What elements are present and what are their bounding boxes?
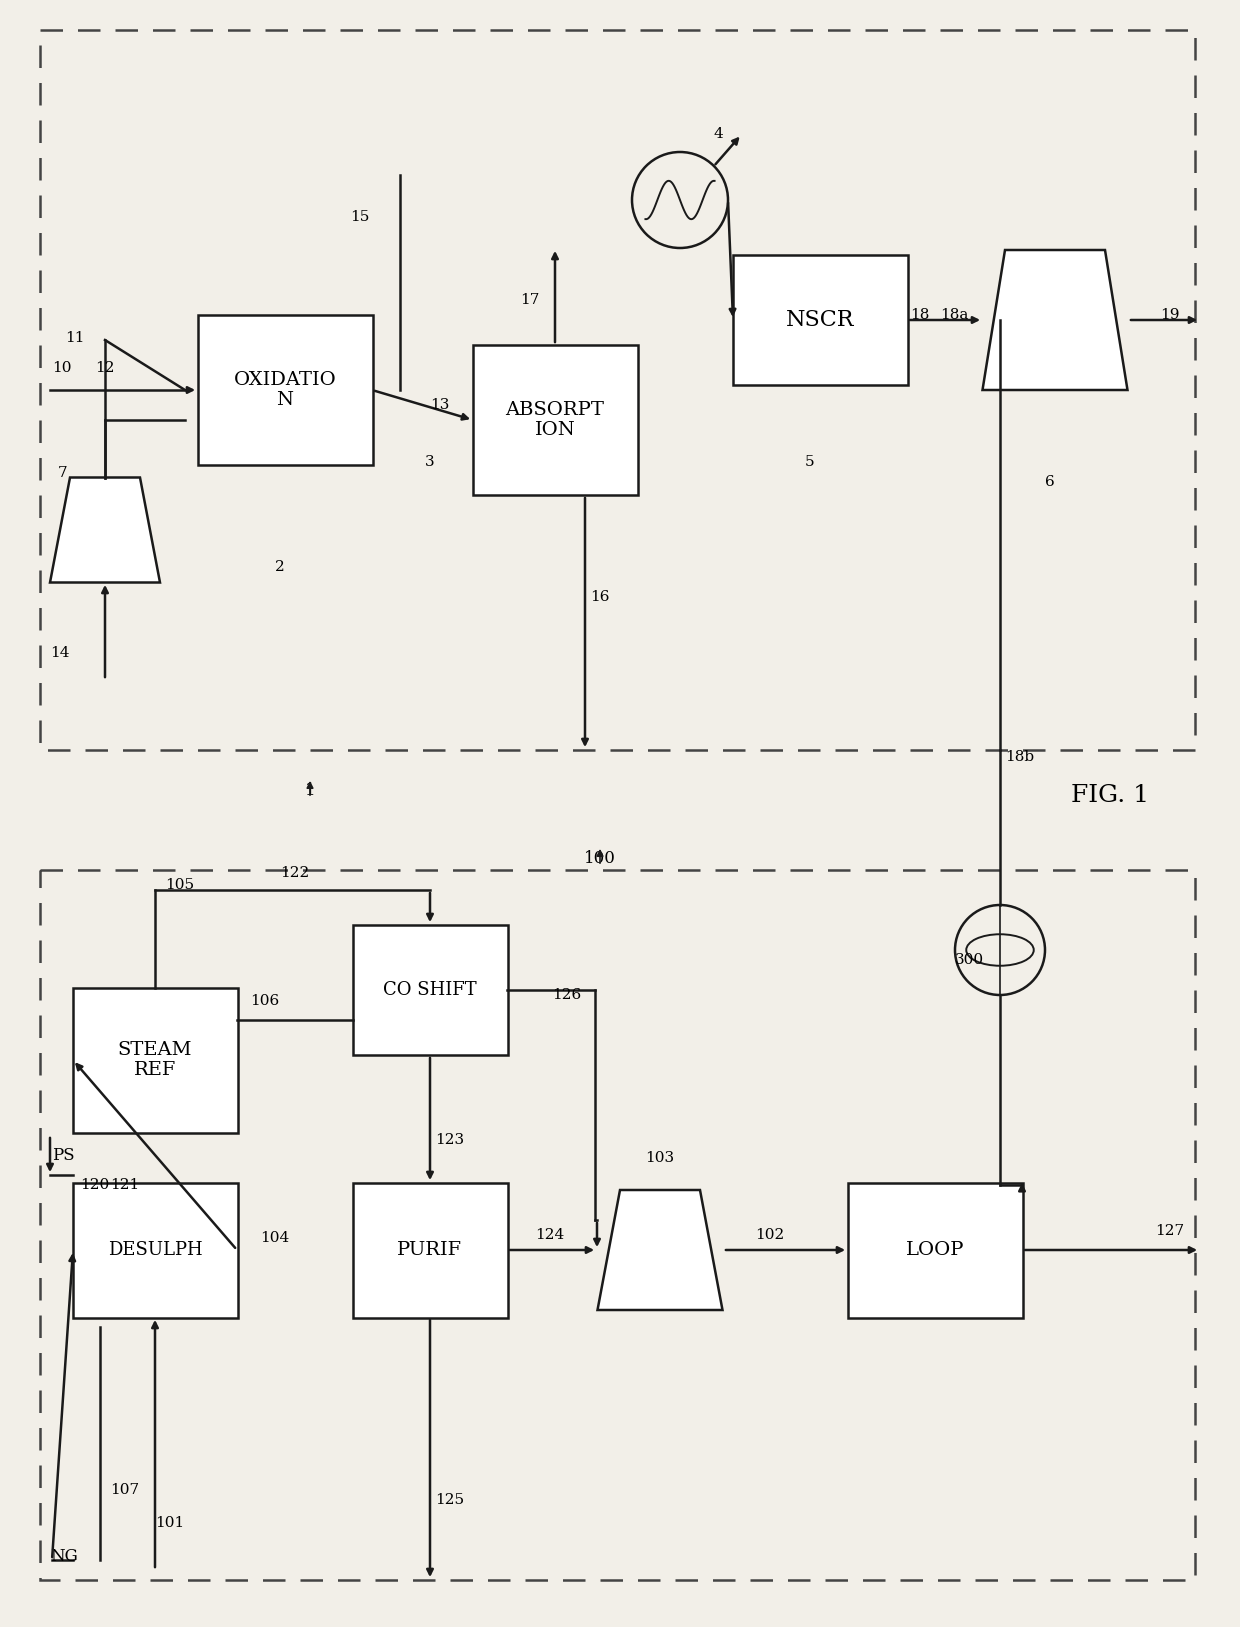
Bar: [847, 1183, 1023, 1318]
Text: FIG. 1: FIG. 1: [1071, 784, 1149, 807]
Text: NG: NG: [50, 1547, 78, 1565]
Text: 11: 11: [64, 330, 84, 345]
Text: 102: 102: [755, 1228, 784, 1241]
Text: 6: 6: [1045, 475, 1055, 490]
Bar: [72, 1183, 238, 1318]
Text: 13: 13: [430, 399, 449, 412]
Text: 105: 105: [165, 879, 195, 892]
Text: 2: 2: [275, 560, 285, 574]
Text: 123: 123: [435, 1132, 464, 1147]
Text: PURIF: PURIF: [398, 1241, 463, 1259]
Text: 126: 126: [552, 988, 582, 1002]
Text: STEAM
REF: STEAM REF: [118, 1041, 192, 1079]
Text: 120: 120: [81, 1178, 109, 1193]
Bar: [72, 988, 238, 1132]
Text: 15: 15: [351, 210, 370, 225]
Text: 19: 19: [1159, 308, 1179, 322]
Text: 12: 12: [95, 361, 114, 374]
Text: OXIDATIO
N: OXIDATIO N: [233, 371, 336, 410]
Text: 121: 121: [110, 1178, 139, 1193]
Polygon shape: [598, 1189, 723, 1310]
Text: 101: 101: [155, 1516, 185, 1529]
Polygon shape: [50, 477, 160, 582]
Text: PS: PS: [52, 1147, 74, 1163]
Text: 14: 14: [50, 646, 69, 661]
Bar: [197, 316, 372, 465]
Text: 5: 5: [805, 456, 815, 469]
Text: 124: 124: [534, 1228, 564, 1241]
Text: 300: 300: [955, 953, 985, 966]
Text: 7: 7: [58, 465, 68, 480]
Text: NSCR: NSCR: [786, 309, 854, 330]
Bar: [352, 1183, 507, 1318]
Text: 106: 106: [250, 994, 279, 1009]
Bar: [40, 870, 1195, 1580]
Text: 1: 1: [305, 781, 315, 799]
Text: 107: 107: [110, 1482, 139, 1497]
Text: 17: 17: [520, 293, 539, 308]
Text: 16: 16: [590, 591, 610, 604]
Text: 18a: 18a: [940, 308, 968, 322]
Text: 103: 103: [645, 1150, 675, 1165]
Text: DESULPH: DESULPH: [108, 1241, 202, 1259]
Text: 100: 100: [584, 849, 616, 867]
Bar: [472, 345, 637, 495]
Bar: [40, 29, 1195, 750]
Text: 4: 4: [714, 127, 724, 142]
Bar: [733, 255, 908, 386]
Text: 125: 125: [435, 1494, 464, 1507]
Text: LOOP: LOOP: [905, 1241, 965, 1259]
Bar: [352, 926, 507, 1054]
Text: 122: 122: [280, 866, 309, 880]
Polygon shape: [982, 251, 1127, 390]
Text: 104: 104: [260, 1232, 289, 1245]
Text: ABSORPT
ION: ABSORPT ION: [506, 400, 605, 439]
Text: 18b: 18b: [1004, 750, 1034, 765]
Text: CO SHIFT: CO SHIFT: [383, 981, 477, 999]
Text: 3: 3: [425, 456, 435, 469]
Text: 127: 127: [1154, 1224, 1184, 1238]
Text: 18: 18: [910, 308, 929, 322]
Text: 10: 10: [52, 361, 72, 374]
